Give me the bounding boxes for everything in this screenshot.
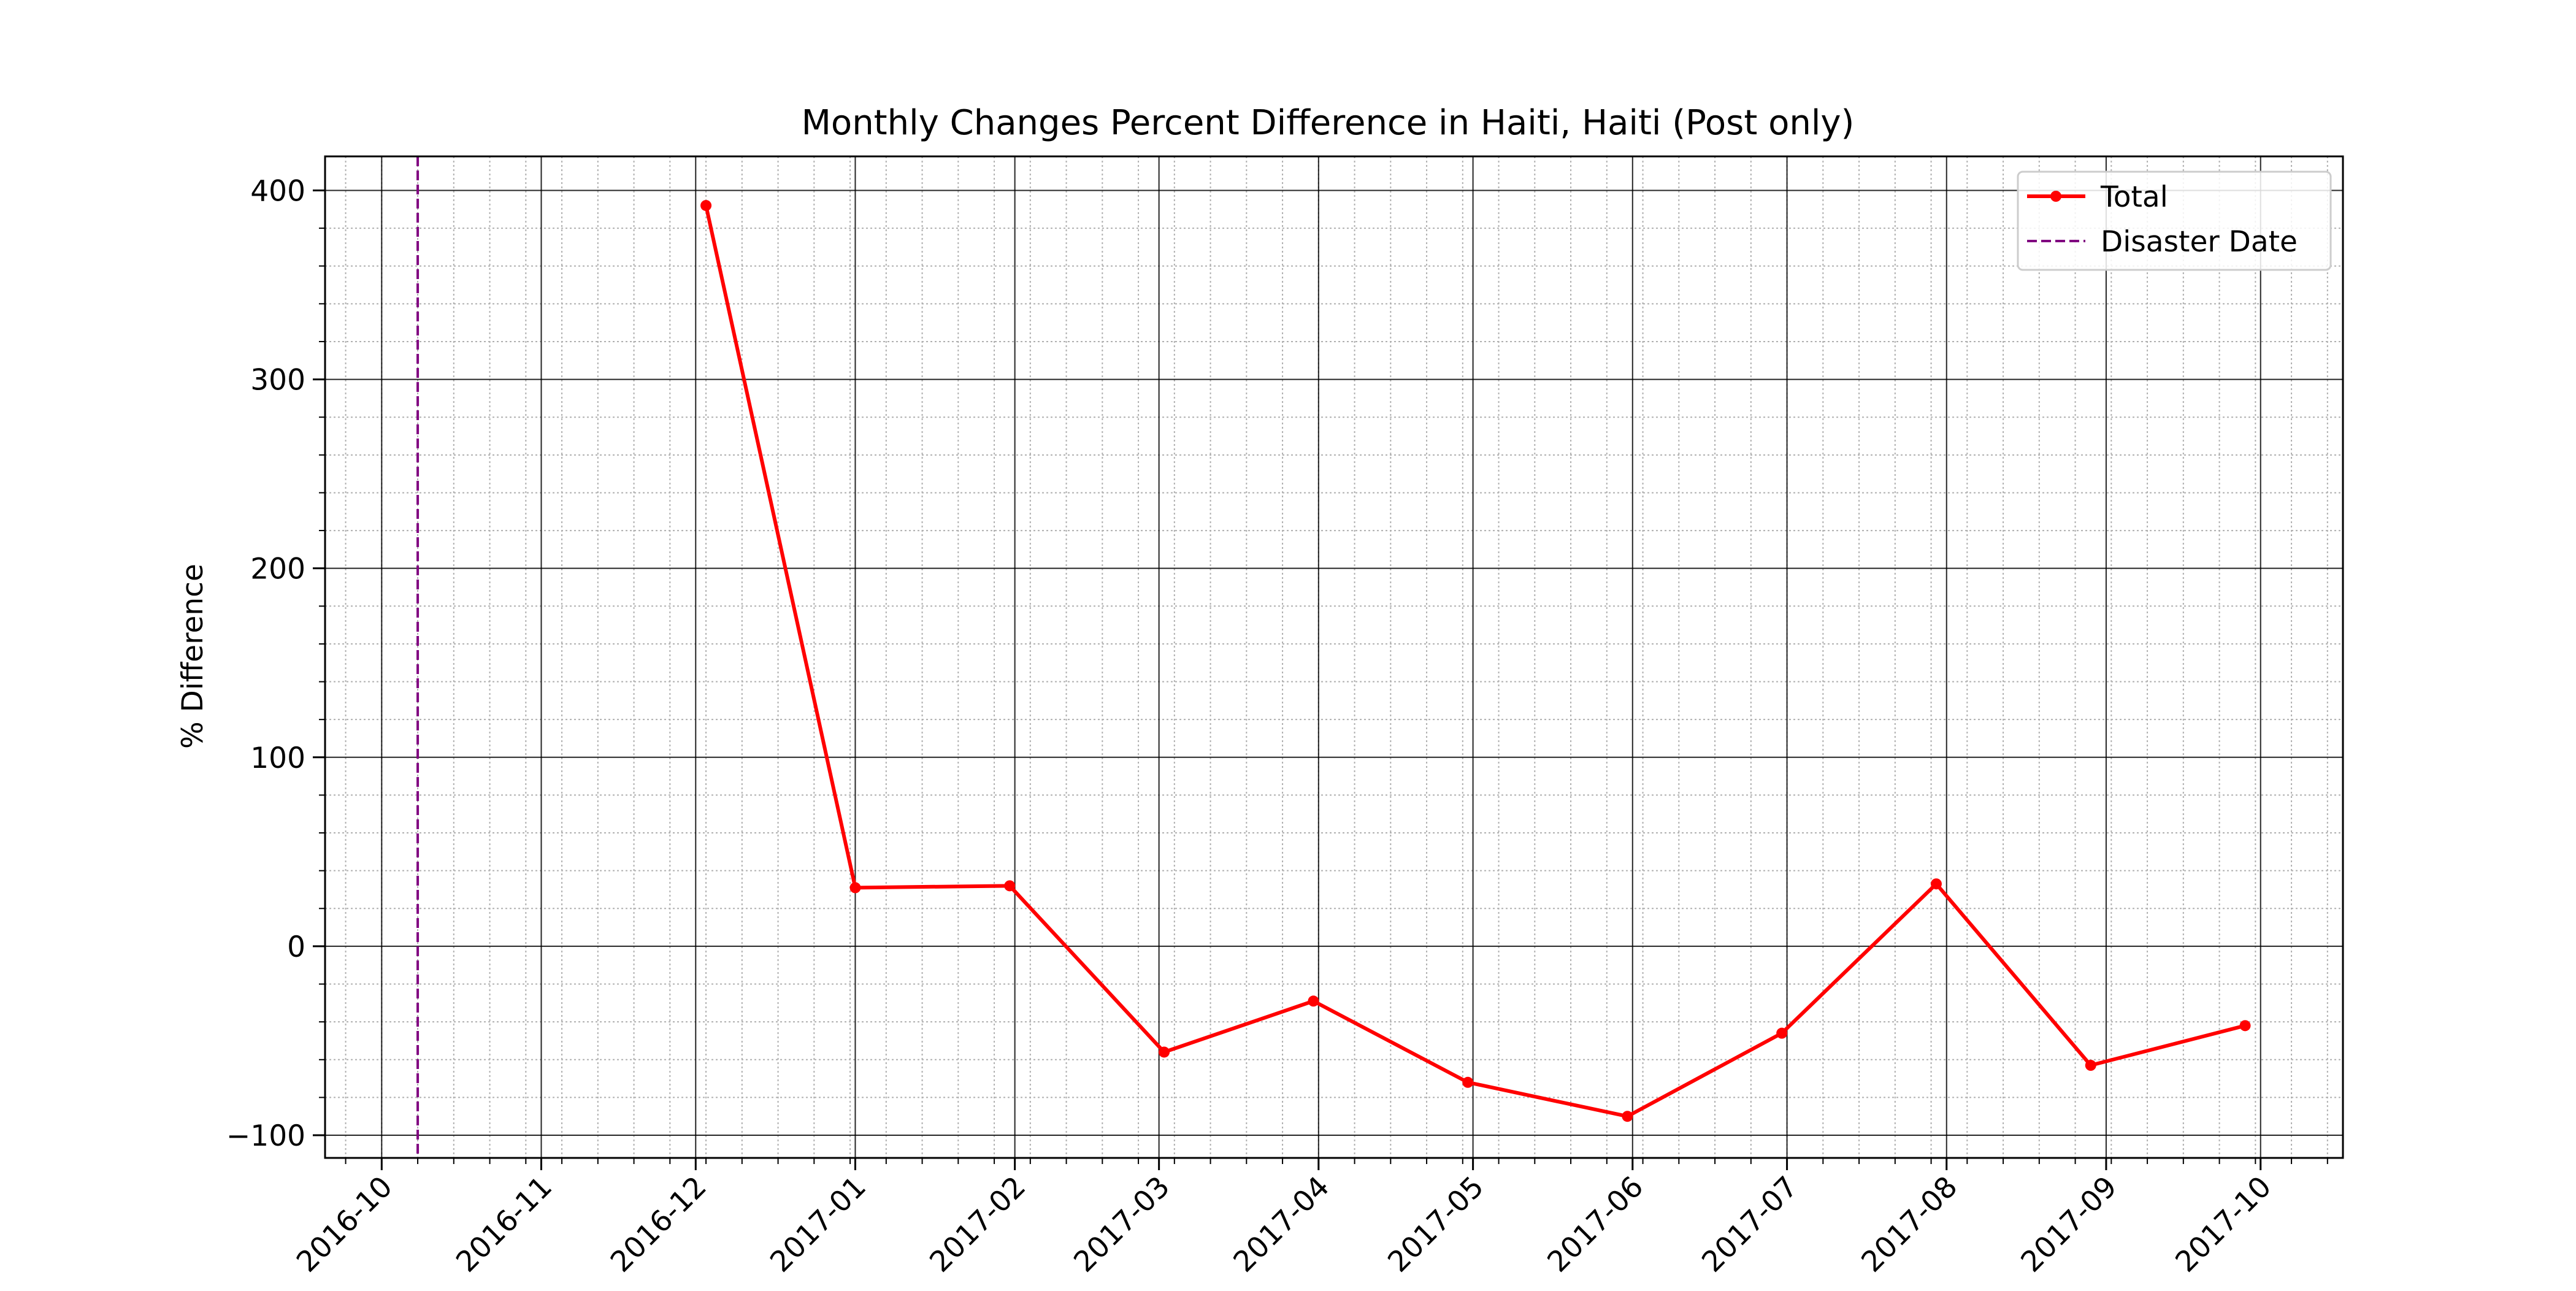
y-tick-label: 100: [250, 741, 305, 775]
data-point: [1308, 995, 1319, 1007]
data-point: [2239, 1020, 2251, 1032]
data-point: [1930, 878, 1942, 890]
data-point: [849, 882, 861, 894]
data-point: [1622, 1111, 1633, 1122]
data-point: [1462, 1076, 1474, 1088]
minor-grid: [325, 156, 2343, 1158]
y-axis-label: % Difference: [176, 564, 210, 749]
data-point: [700, 200, 712, 212]
series-layer: [700, 200, 2251, 1122]
data-point: [1159, 1046, 1170, 1058]
y-axis: 400 300 200 100 0 −100: [226, 174, 325, 1153]
data-point: [2085, 1060, 2096, 1071]
data-point: [1776, 1027, 1788, 1039]
legend-box: [2017, 170, 2332, 271]
major-grid: [325, 156, 2343, 1158]
legend-label-disaster: Disaster Date: [2101, 225, 2298, 259]
legend: Total Disaster Date: [2017, 170, 2332, 271]
y-tick-label: 300: [250, 364, 305, 397]
y-tick-label: 400: [250, 174, 305, 208]
legend-label-total: Total: [2100, 180, 2168, 214]
legend-marker-total: [2050, 191, 2061, 202]
chart-title: Monthly Changes Percent Difference in Ha…: [802, 103, 1855, 143]
y-tick-label: −100: [226, 1119, 305, 1153]
y-tick-label: 200: [250, 553, 305, 586]
y-tick-label: 0: [287, 930, 305, 964]
data-point: [1004, 880, 1016, 892]
plot-frame: [324, 155, 2344, 1159]
